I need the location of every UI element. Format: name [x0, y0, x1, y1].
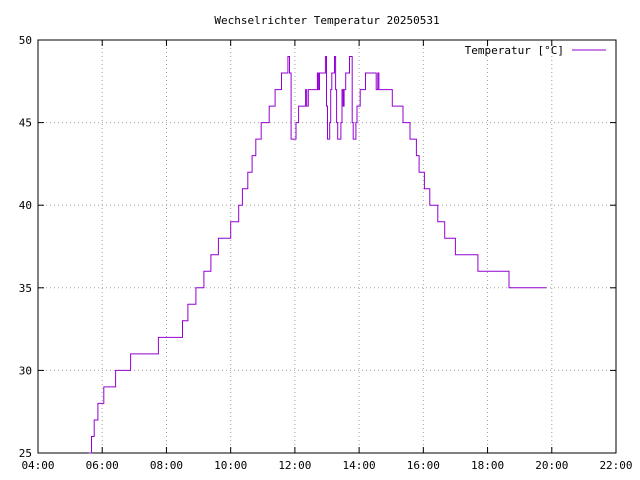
x-tick-label: 20:00: [535, 459, 568, 472]
x-tick-label: 16:00: [407, 459, 440, 472]
x-tick-label: 04:00: [21, 459, 54, 472]
x-axis: 04:00 06:00 08:00 10:00 12:00 14:00 16:00 18:00…: [21, 40, 633, 472]
y-tick-label: 45: [19, 117, 32, 130]
x-tick-label: 08:00: [150, 459, 183, 472]
x-tick-label: 14:00: [343, 459, 376, 472]
y-tick-label: 35: [19, 282, 32, 295]
x-tick-label: 10:00: [214, 459, 247, 472]
series-layer: [88, 56, 547, 454]
x-tick-label: 22:00: [599, 459, 632, 472]
y-tick-label: 40: [19, 199, 32, 212]
legend: Temperatur [°C]: [465, 44, 606, 57]
grid-lines: [38, 40, 616, 453]
y-tick-label: 30: [19, 364, 32, 377]
x-tick-label: 12:00: [278, 459, 311, 472]
x-tick-label: 06:00: [86, 459, 119, 472]
plot-frame: [37, 39, 617, 454]
legend-label: Temperatur [°C]: [465, 44, 564, 57]
x-tick-label: 18:00: [471, 459, 504, 472]
y-tick-label: 50: [19, 34, 32, 47]
y-tick-label: 25: [19, 447, 32, 460]
chart-title: Wechselrichter Temperatur 20250531: [214, 14, 439, 27]
y-axis: 25 30 35 40 45 50: [19, 34, 616, 460]
series-line: [88, 56, 547, 454]
